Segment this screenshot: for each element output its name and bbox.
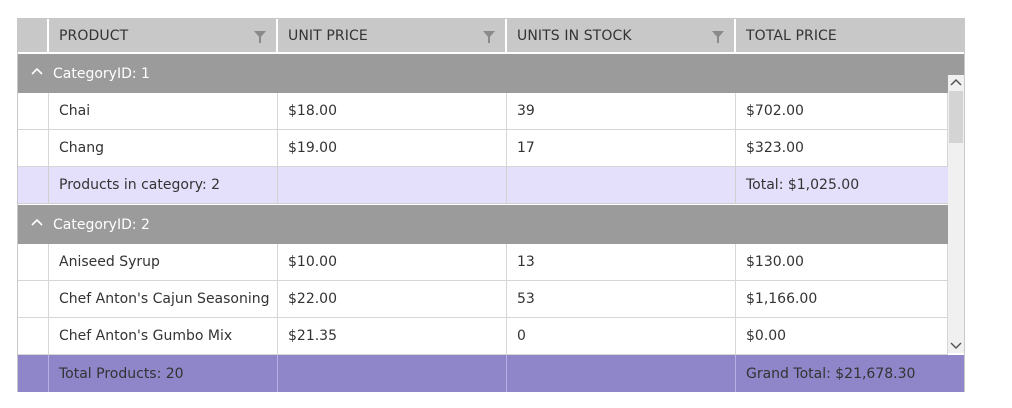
table-row[interactable]: Chang $19.00 17 $323.00 bbox=[18, 130, 948, 167]
table-row[interactable]: Chef Anton's Cajun Seasoning $22.00 53 $… bbox=[18, 281, 948, 318]
row-indent-cell bbox=[18, 93, 49, 129]
row-indent-cell bbox=[18, 130, 49, 166]
cell-units-in-stock[interactable]: 17 bbox=[507, 130, 736, 166]
cell-total-price[interactable]: $1,166.00 bbox=[736, 281, 948, 317]
cell-total-price[interactable]: $323.00 bbox=[736, 130, 948, 166]
cell-product[interactable]: Chef Anton's Gumbo Mix bbox=[49, 318, 278, 354]
footer-count: Total Products: 20 bbox=[49, 355, 278, 392]
cell-units-in-stock[interactable]: 53 bbox=[507, 281, 736, 317]
cell-unit-price[interactable]: $21.35 bbox=[278, 318, 507, 354]
cell-units-in-stock[interactable]: 13 bbox=[507, 244, 736, 280]
summary-count: Products in category: 2 bbox=[49, 167, 278, 203]
summary-empty bbox=[507, 167, 736, 203]
cell-product[interactable]: Chai bbox=[49, 93, 278, 129]
footer-grand-total: Grand Total: $21,678.30 bbox=[746, 365, 916, 382]
cell-unit-price[interactable]: $19.00 bbox=[278, 130, 507, 166]
table-row[interactable]: Chef Anton's Gumbo Mix $21.35 0 $0.00 bbox=[18, 318, 948, 355]
chevron-down-icon[interactable] bbox=[948, 337, 964, 353]
cell-unit-price[interactable]: $18.00 bbox=[278, 93, 507, 129]
row-indent-cell bbox=[18, 318, 49, 354]
footer-empty bbox=[507, 355, 736, 392]
cell-unit-price[interactable]: $22.00 bbox=[278, 281, 507, 317]
cell-total-price[interactable]: $702.00 bbox=[736, 93, 948, 129]
grid-header: PRODUCT UNIT PRICE UNITS IN STOCK TOTAL … bbox=[18, 19, 964, 52]
cell-total-price[interactable]: $0.00 bbox=[736, 318, 948, 354]
cell-product[interactable]: Chang bbox=[49, 130, 278, 166]
cell-units-in-stock[interactable]: 39 bbox=[507, 93, 736, 129]
row-indent-cell bbox=[18, 167, 49, 203]
column-header-total-price[interactable]: TOTAL PRICE bbox=[746, 27, 837, 44]
filter-icon[interactable] bbox=[254, 31, 266, 43]
data-grid: PRODUCT UNIT PRICE UNITS IN STOCK TOTAL … bbox=[17, 18, 965, 392]
filter-icon[interactable] bbox=[712, 31, 724, 43]
chevron-up-icon[interactable] bbox=[948, 75, 964, 91]
cell-total-price[interactable]: $130.00 bbox=[736, 244, 948, 280]
filter-icon[interactable] bbox=[483, 31, 495, 43]
summary-empty bbox=[278, 167, 507, 203]
column-header-units-in-stock[interactable]: UNITS IN STOCK bbox=[507, 19, 736, 52]
cell-units-in-stock[interactable]: 0 bbox=[507, 318, 736, 354]
header-indent-cell bbox=[18, 19, 49, 52]
cell-unit-price[interactable]: $10.00 bbox=[278, 244, 507, 280]
grid-footer: Total Products: 20 Grand Total: $21,678.… bbox=[18, 355, 964, 392]
group-summary-row: Products in category: 2 Total: $1,025.00 bbox=[18, 167, 964, 204]
table-row[interactable]: Chai $18.00 39 $702.00 bbox=[18, 93, 948, 130]
vertical-scrollbar[interactable] bbox=[948, 75, 964, 353]
group-header[interactable]: CategoryID: 2 bbox=[18, 205, 964, 244]
scrollbar-thumb[interactable] bbox=[949, 91, 963, 143]
row-indent-cell bbox=[18, 244, 49, 280]
footer-empty bbox=[278, 355, 507, 392]
cell-product[interactable]: Chef Anton's Cajun Seasoning bbox=[49, 281, 278, 317]
column-header-product[interactable]: PRODUCT bbox=[49, 19, 278, 52]
row-indent-cell bbox=[18, 281, 49, 317]
summary-total: Total: $1,025.00 bbox=[746, 177, 860, 193]
chevron-up-icon[interactable] bbox=[31, 66, 43, 78]
table-row[interactable]: Aniseed Syrup $10.00 13 $130.00 bbox=[18, 244, 948, 281]
group-header[interactable]: CategoryID: 1 bbox=[18, 54, 964, 93]
footer-indent-cell bbox=[18, 355, 49, 392]
cell-product[interactable]: Aniseed Syrup bbox=[49, 244, 278, 280]
column-header-unit-price[interactable]: UNIT PRICE bbox=[278, 19, 507, 52]
chevron-up-icon[interactable] bbox=[31, 217, 43, 229]
